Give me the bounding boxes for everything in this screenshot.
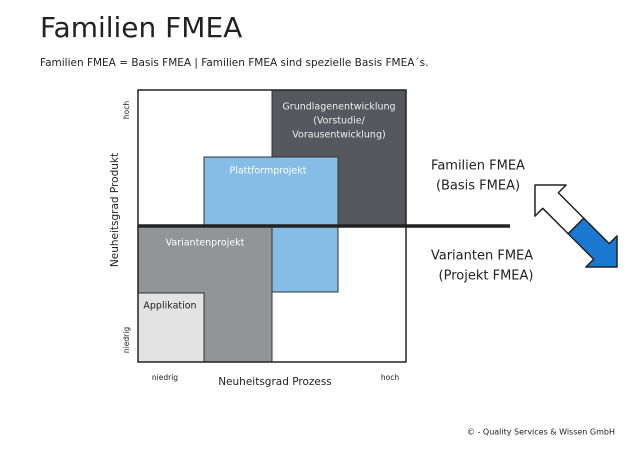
side-label: (Projekt FMEA) — [439, 269, 534, 284]
y-label: Neuheitsgrad Produkt — [109, 153, 121, 267]
box-applikation — [137, 292, 205, 363]
x-low: niedrig — [152, 373, 178, 382]
title: Familien FMEA — [40, 11, 242, 44]
box-label: Plattformprojekt — [229, 166, 306, 177]
footer: © - Quality Services & Wissen GmbH — [467, 428, 615, 437]
box-plattform — [203, 156, 339, 227]
side-label: Varianten FMEA — [431, 249, 533, 264]
x-high: hoch — [381, 373, 399, 382]
box-plattform-lower — [271, 225, 339, 293]
x-label: Neuheitsgrad Prozess — [218, 376, 332, 388]
box-label: Applikation — [143, 301, 196, 312]
box-label: Variantenprojekt — [166, 238, 245, 249]
side-label: (Basis FMEA) — [436, 179, 520, 194]
side-label: Familien FMEA — [431, 159, 525, 174]
y-high: hoch — [122, 101, 131, 119]
y-low: niedrig — [122, 327, 131, 353]
arrow-down — [567, 217, 618, 268]
double-arrow — [534, 184, 618, 268]
box-label: Vorausentwicklung) — [292, 130, 385, 141]
box-label: (Vorstudie/ — [313, 116, 365, 127]
subtitle: Familien FMEA = Basis FMEA | Familien FM… — [40, 57, 428, 69]
box-label: Grundlagenentwicklung — [282, 102, 395, 113]
